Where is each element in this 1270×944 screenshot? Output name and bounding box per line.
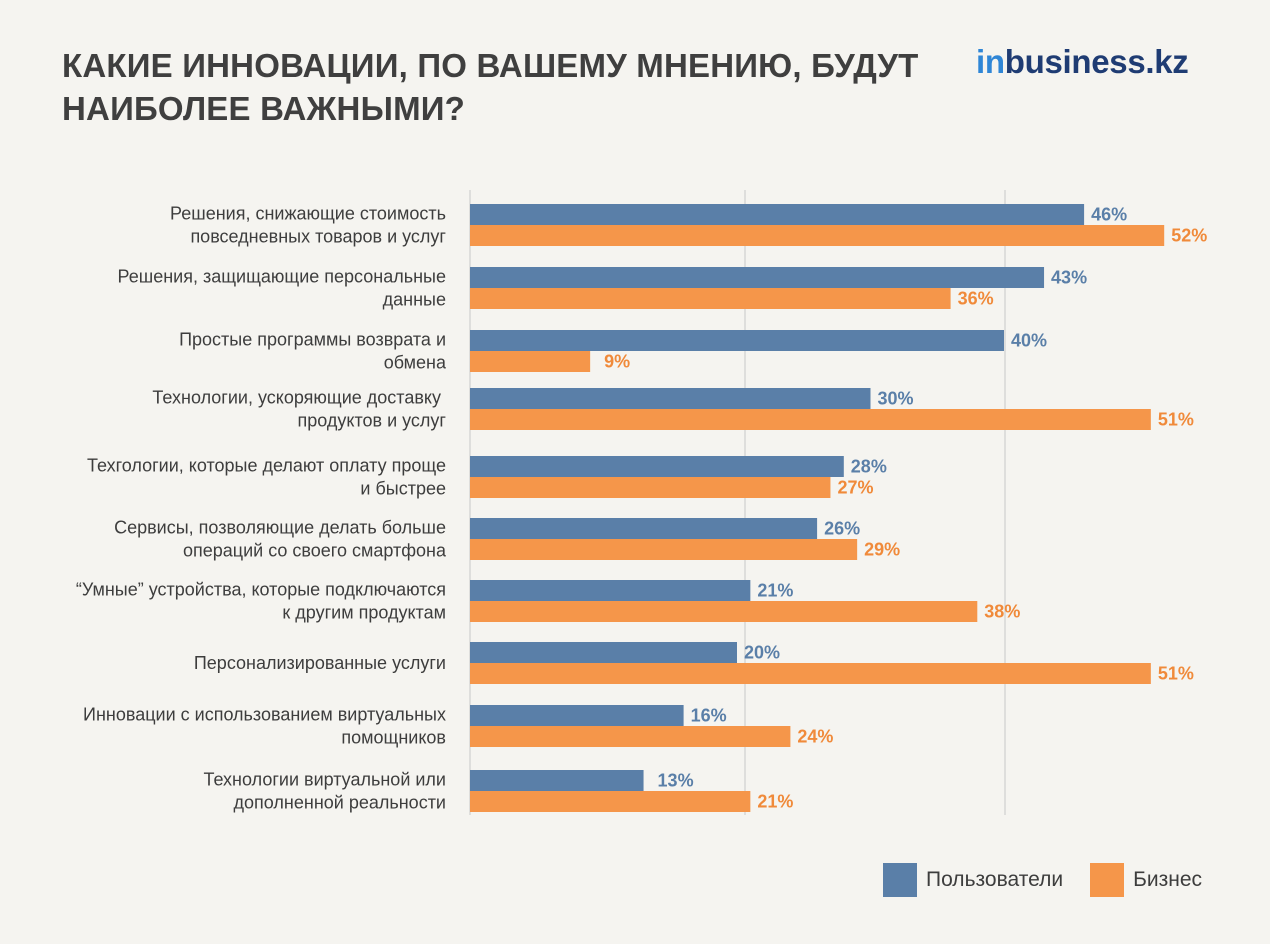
bar-business bbox=[470, 477, 831, 498]
brand-logo-name: business.kz bbox=[1004, 43, 1189, 80]
data-label-business: 21% bbox=[757, 792, 793, 812]
category-label-line: повседневных товаров и услуг bbox=[190, 227, 446, 247]
bar-users bbox=[470, 267, 1045, 288]
data-label-users: 43% bbox=[1051, 268, 1087, 288]
data-label-users: 20% bbox=[744, 643, 780, 663]
category-label-line: Сервисы, позволяющие делать больше bbox=[114, 518, 446, 538]
data-label-business: 9% bbox=[604, 352, 630, 372]
category-label-line: Инновации с использованием виртуальных bbox=[83, 705, 446, 725]
brand-logo-prefix: in bbox=[976, 43, 1005, 80]
category-label: Технологии виртуальной или дополненной ре… bbox=[203, 770, 446, 813]
category-label-line: дополненной реальности bbox=[234, 793, 446, 813]
category-label-line: “Умные” устройства, которые подключаются bbox=[76, 580, 446, 600]
bar-users bbox=[470, 705, 684, 726]
data-label-business: 36% bbox=[958, 289, 994, 309]
data-label-business: 29% bbox=[864, 540, 900, 560]
bar-users bbox=[470, 388, 871, 409]
bar-business bbox=[470, 539, 858, 560]
bar-business bbox=[470, 351, 591, 372]
legend-label-users: Пользователи bbox=[926, 868, 1064, 891]
data-label-business: 51% bbox=[1158, 410, 1194, 430]
chart-title: КАКИЕ ИННОВАЦИИ, ПО ВАШЕМУ МНЕНИЮ, БУДУТ… bbox=[62, 44, 962, 130]
bar-users bbox=[470, 330, 1004, 351]
category-label-line: Простые программы возврата и bbox=[179, 330, 446, 350]
category-label: Персонализированные услуги bbox=[194, 653, 446, 673]
bar-business bbox=[470, 791, 751, 812]
category-label-line: продуктов и услуг bbox=[298, 411, 447, 431]
brand-logo: inbusiness.kz bbox=[976, 40, 1189, 84]
bar-users bbox=[470, 580, 751, 601]
category-label: Решения, снижающие стоимость повседневных… bbox=[170, 204, 446, 247]
category-label: Технологии, ускоряющие доставку продукто… bbox=[152, 388, 446, 431]
legend-swatch-users bbox=[883, 863, 917, 897]
category-label: Простые программы возврата и обмена bbox=[179, 330, 447, 373]
bar-business bbox=[470, 726, 791, 747]
bar-users bbox=[470, 456, 844, 477]
bar-business bbox=[470, 601, 978, 622]
category-label: Решения, защищающие персональные данные bbox=[118, 267, 446, 310]
chart-title-line2: НАИБОЛЕЕ ВАЖНЫМИ? bbox=[62, 90, 466, 127]
data-label-users: 13% bbox=[658, 771, 694, 791]
data-label-users: 16% bbox=[691, 706, 727, 726]
legend-item-users: Пользователи bbox=[883, 863, 1063, 897]
chart-legend: Пользователи Бизнес bbox=[883, 863, 1202, 897]
category-label-line: Персонализированные услуги bbox=[194, 653, 446, 673]
bar-business bbox=[470, 663, 1151, 684]
category-label: Сервисы, позволяющие делать больше операц… bbox=[114, 518, 447, 561]
category-label-line: операций со своего смартфона bbox=[183, 541, 447, 561]
legend-item-business: Бизнес bbox=[1090, 863, 1202, 897]
category-label-line: данные bbox=[383, 290, 446, 310]
bar-users bbox=[470, 642, 737, 663]
category-label-line: к другим продуктам bbox=[282, 603, 446, 623]
bar-business bbox=[470, 288, 951, 309]
category-label-line: Решения, защищающие персональные bbox=[118, 267, 446, 287]
category-label: “Умные” устройства, которые подключаются… bbox=[76, 580, 446, 623]
data-label-users: 28% bbox=[851, 457, 887, 477]
category-label-line: Технологии, ускоряющие доставку bbox=[152, 388, 446, 408]
bar-users bbox=[470, 204, 1085, 225]
category-label-line: Технологии виртуальной или bbox=[203, 770, 446, 790]
legend-swatch-business bbox=[1090, 863, 1125, 897]
category-label: Техгологии, которые делают оплату проще и… bbox=[87, 456, 446, 499]
bar-business bbox=[470, 225, 1165, 246]
chart-title-line1: КАКИЕ ИННОВАЦИИ, ПО ВАШЕМУ МНЕНИЮ, БУДУТ bbox=[62, 47, 919, 84]
data-label-business: 38% bbox=[984, 602, 1020, 622]
category-label-line: помощников bbox=[341, 728, 446, 748]
data-label-users: 30% bbox=[878, 389, 914, 409]
data-label-users: 46% bbox=[1091, 205, 1127, 225]
bar-business bbox=[470, 409, 1151, 430]
data-label-business: 27% bbox=[837, 478, 873, 498]
category-label-line: и быстрее bbox=[360, 479, 446, 499]
category-label-line: Решения, снижающие стоимость bbox=[170, 204, 446, 224]
legend-label-business: Бизнес bbox=[1133, 868, 1202, 891]
data-label-business: 52% bbox=[1171, 226, 1207, 246]
data-label-business: 51% bbox=[1158, 664, 1194, 684]
bar-users bbox=[470, 770, 644, 791]
data-label-business: 24% bbox=[797, 727, 833, 747]
category-label: Инновации с использованием виртуальных по… bbox=[83, 705, 446, 748]
data-label-users: 26% bbox=[824, 519, 860, 539]
category-label-line: обмена bbox=[384, 353, 447, 373]
data-label-users: 40% bbox=[1011, 331, 1047, 351]
data-label-users: 21% bbox=[757, 581, 793, 601]
bar-users bbox=[470, 518, 818, 539]
category-label-line: Техгологии, которые делают оплату проще bbox=[87, 456, 446, 476]
